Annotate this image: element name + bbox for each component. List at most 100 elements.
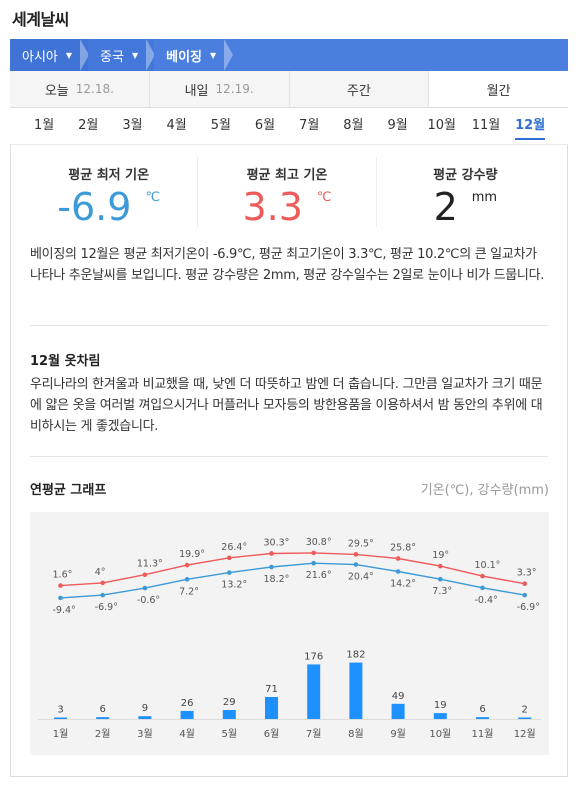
breadcrumb-country[interactable]: 중국 ▼ — [88, 39, 156, 71]
month-tab-label: 5월 — [210, 117, 231, 133]
max-temp-point — [395, 556, 401, 561]
min-temp-label: -6.9° — [95, 602, 118, 613]
tab-month-8[interactable]: 8월 — [331, 108, 375, 145]
max-temp-label: 25.8° — [390, 543, 416, 554]
min-temp-label: 20.4° — [348, 572, 374, 583]
rain-label: 2 — [522, 705, 528, 716]
chevron-down-icon: ▼ — [131, 50, 139, 60]
stat-value: 3.3 — [242, 185, 303, 229]
max-temp-label: 26.4° — [221, 542, 247, 553]
rain-label: 49 — [392, 691, 405, 702]
max-temp-label: 30.8° — [306, 537, 332, 548]
max-temp-label: 3.3° — [517, 568, 537, 579]
max-temp-label: 19.9° — [179, 549, 205, 560]
tab-month-4[interactable]: 4월 — [155, 108, 199, 145]
month-tab-label: 11월 — [471, 117, 501, 133]
stat-unit: mm — [471, 190, 498, 205]
max-temp-point — [184, 562, 190, 568]
tab-month-3[interactable]: 3월 — [110, 108, 154, 145]
stat-value: 2 — [433, 185, 458, 229]
min-temp-label: 18.2° — [264, 574, 290, 585]
tab-month-12[interactable]: 12월 — [508, 108, 552, 145]
clothing-text: 우리나라의 한겨울과 비교했을 때, 낮엔 더 따뜻하고 밤엔 더 춥습니다. … — [30, 377, 543, 434]
x-tick-label: 11월 — [472, 728, 494, 740]
month-tab-label: 9월 — [387, 117, 408, 133]
stat-unit: ℃ — [316, 190, 332, 205]
rain-bar — [138, 716, 152, 719]
month-tab-label: 1월 — [33, 117, 55, 133]
min-temp-label: -9.4° — [53, 605, 76, 616]
tab-weekly[interactable]: 주간 — [290, 71, 430, 107]
tab-label: 내일 — [184, 83, 209, 99]
rain-bar — [307, 664, 321, 719]
rain-bar — [222, 710, 236, 719]
rain-label: 6 — [100, 704, 106, 715]
stat-label: 평균 최고 기온 — [246, 168, 328, 183]
max-temp-label: 30.3° — [264, 537, 290, 548]
x-tick-label: 1월 — [53, 728, 69, 740]
tab-month-5[interactable]: 5월 — [199, 108, 243, 145]
breadcrumb-continent[interactable]: 아시아 ▼ — [10, 39, 90, 71]
x-tick-label: 4월 — [179, 728, 195, 740]
tab-month-2[interactable]: 2월 — [66, 108, 110, 145]
max-temp-label: 10.1° — [475, 560, 501, 571]
x-tick-label: 9월 — [390, 728, 406, 740]
rain-label: 3 — [57, 705, 63, 716]
x-tick-label: 8월 — [348, 728, 364, 740]
series-line-min-temp — [60, 562, 525, 599]
max-temp-point — [522, 581, 527, 587]
stat-label: 평균 최저 기온 — [68, 168, 150, 183]
chevron-down-icon: ▼ — [210, 50, 217, 60]
annual-chart: 1.6° 4° 11.3° 19.9° 26.4° 30.3° 30.8° 29.5° 25.8… — [30, 512, 549, 755]
max-temp-label: 4° — [95, 567, 106, 578]
tab-tomorrow[interactable]: 내일 12.19. — [150, 71, 290, 107]
rain-label: 71 — [265, 684, 278, 695]
min-temp-point — [438, 576, 443, 582]
breadcrumb-city[interactable]: 베이징 ▼ — [154, 39, 234, 71]
x-tick-label: 7월 — [306, 728, 322, 740]
stat-max-temp: 평균 최고 기온 3.3 ℃ — [198, 157, 377, 229]
max-temp-point — [311, 550, 317, 556]
min-temp-point — [227, 570, 232, 575]
tab-label: 주간 — [346, 83, 371, 99]
tab-month-11[interactable]: 11월 — [464, 108, 508, 145]
min-temp-label: 14.2° — [390, 578, 416, 589]
min-temp-point — [480, 585, 485, 591]
tab-month-7[interactable]: 7월 — [287, 108, 331, 145]
max-temp-point — [142, 572, 148, 578]
tab-month-9[interactable]: 9월 — [376, 108, 420, 145]
tab-date: 12.19. — [215, 82, 254, 96]
tab-today[interactable]: 오늘 12.18. — [10, 71, 150, 107]
stat-rainfall: 평균 강수량 2 mm — [377, 157, 554, 229]
x-tick-label: 12월 — [514, 728, 536, 740]
month-tab-label: 7월 — [299, 117, 320, 133]
stat-min-temp: 평균 최저 기온 -6.9 ℃ — [20, 157, 199, 228]
min-temp-point — [100, 592, 105, 598]
rain-label: 29 — [223, 697, 236, 708]
divider — [30, 325, 548, 326]
rain-label: 9 — [142, 703, 148, 714]
min-temp-label: 21.6° — [306, 570, 332, 581]
breadcrumb-label: 베이징 — [166, 49, 203, 65]
min-temp-point — [184, 577, 190, 582]
max-temp-point — [480, 573, 485, 579]
rain-bar — [476, 717, 489, 719]
month-tab-label: 6월 — [254, 117, 276, 133]
chevron-down-icon: ▼ — [65, 50, 73, 60]
max-temp-point — [269, 551, 274, 556]
min-temp-point — [269, 564, 274, 570]
month-tab-label: 3월 — [122, 117, 143, 133]
rain-label: 6 — [479, 704, 485, 715]
tab-month-6[interactable]: 6월 — [243, 108, 287, 145]
tab-month-1[interactable]: 1월 — [22, 108, 66, 145]
rain-label: 19 — [434, 700, 447, 711]
max-temp-label: 29.5° — [348, 538, 374, 549]
series-line-max-temp — [60, 552, 525, 587]
tab-month-10[interactable]: 10월 — [420, 108, 464, 145]
stat-unit: ℃ — [145, 190, 161, 205]
tab-monthly[interactable]: 월간 — [429, 71, 568, 107]
rain-bar — [391, 703, 405, 719]
min-temp-point — [311, 560, 317, 566]
max-temp-point — [353, 552, 359, 557]
month-tab-label: 4월 — [166, 117, 187, 133]
